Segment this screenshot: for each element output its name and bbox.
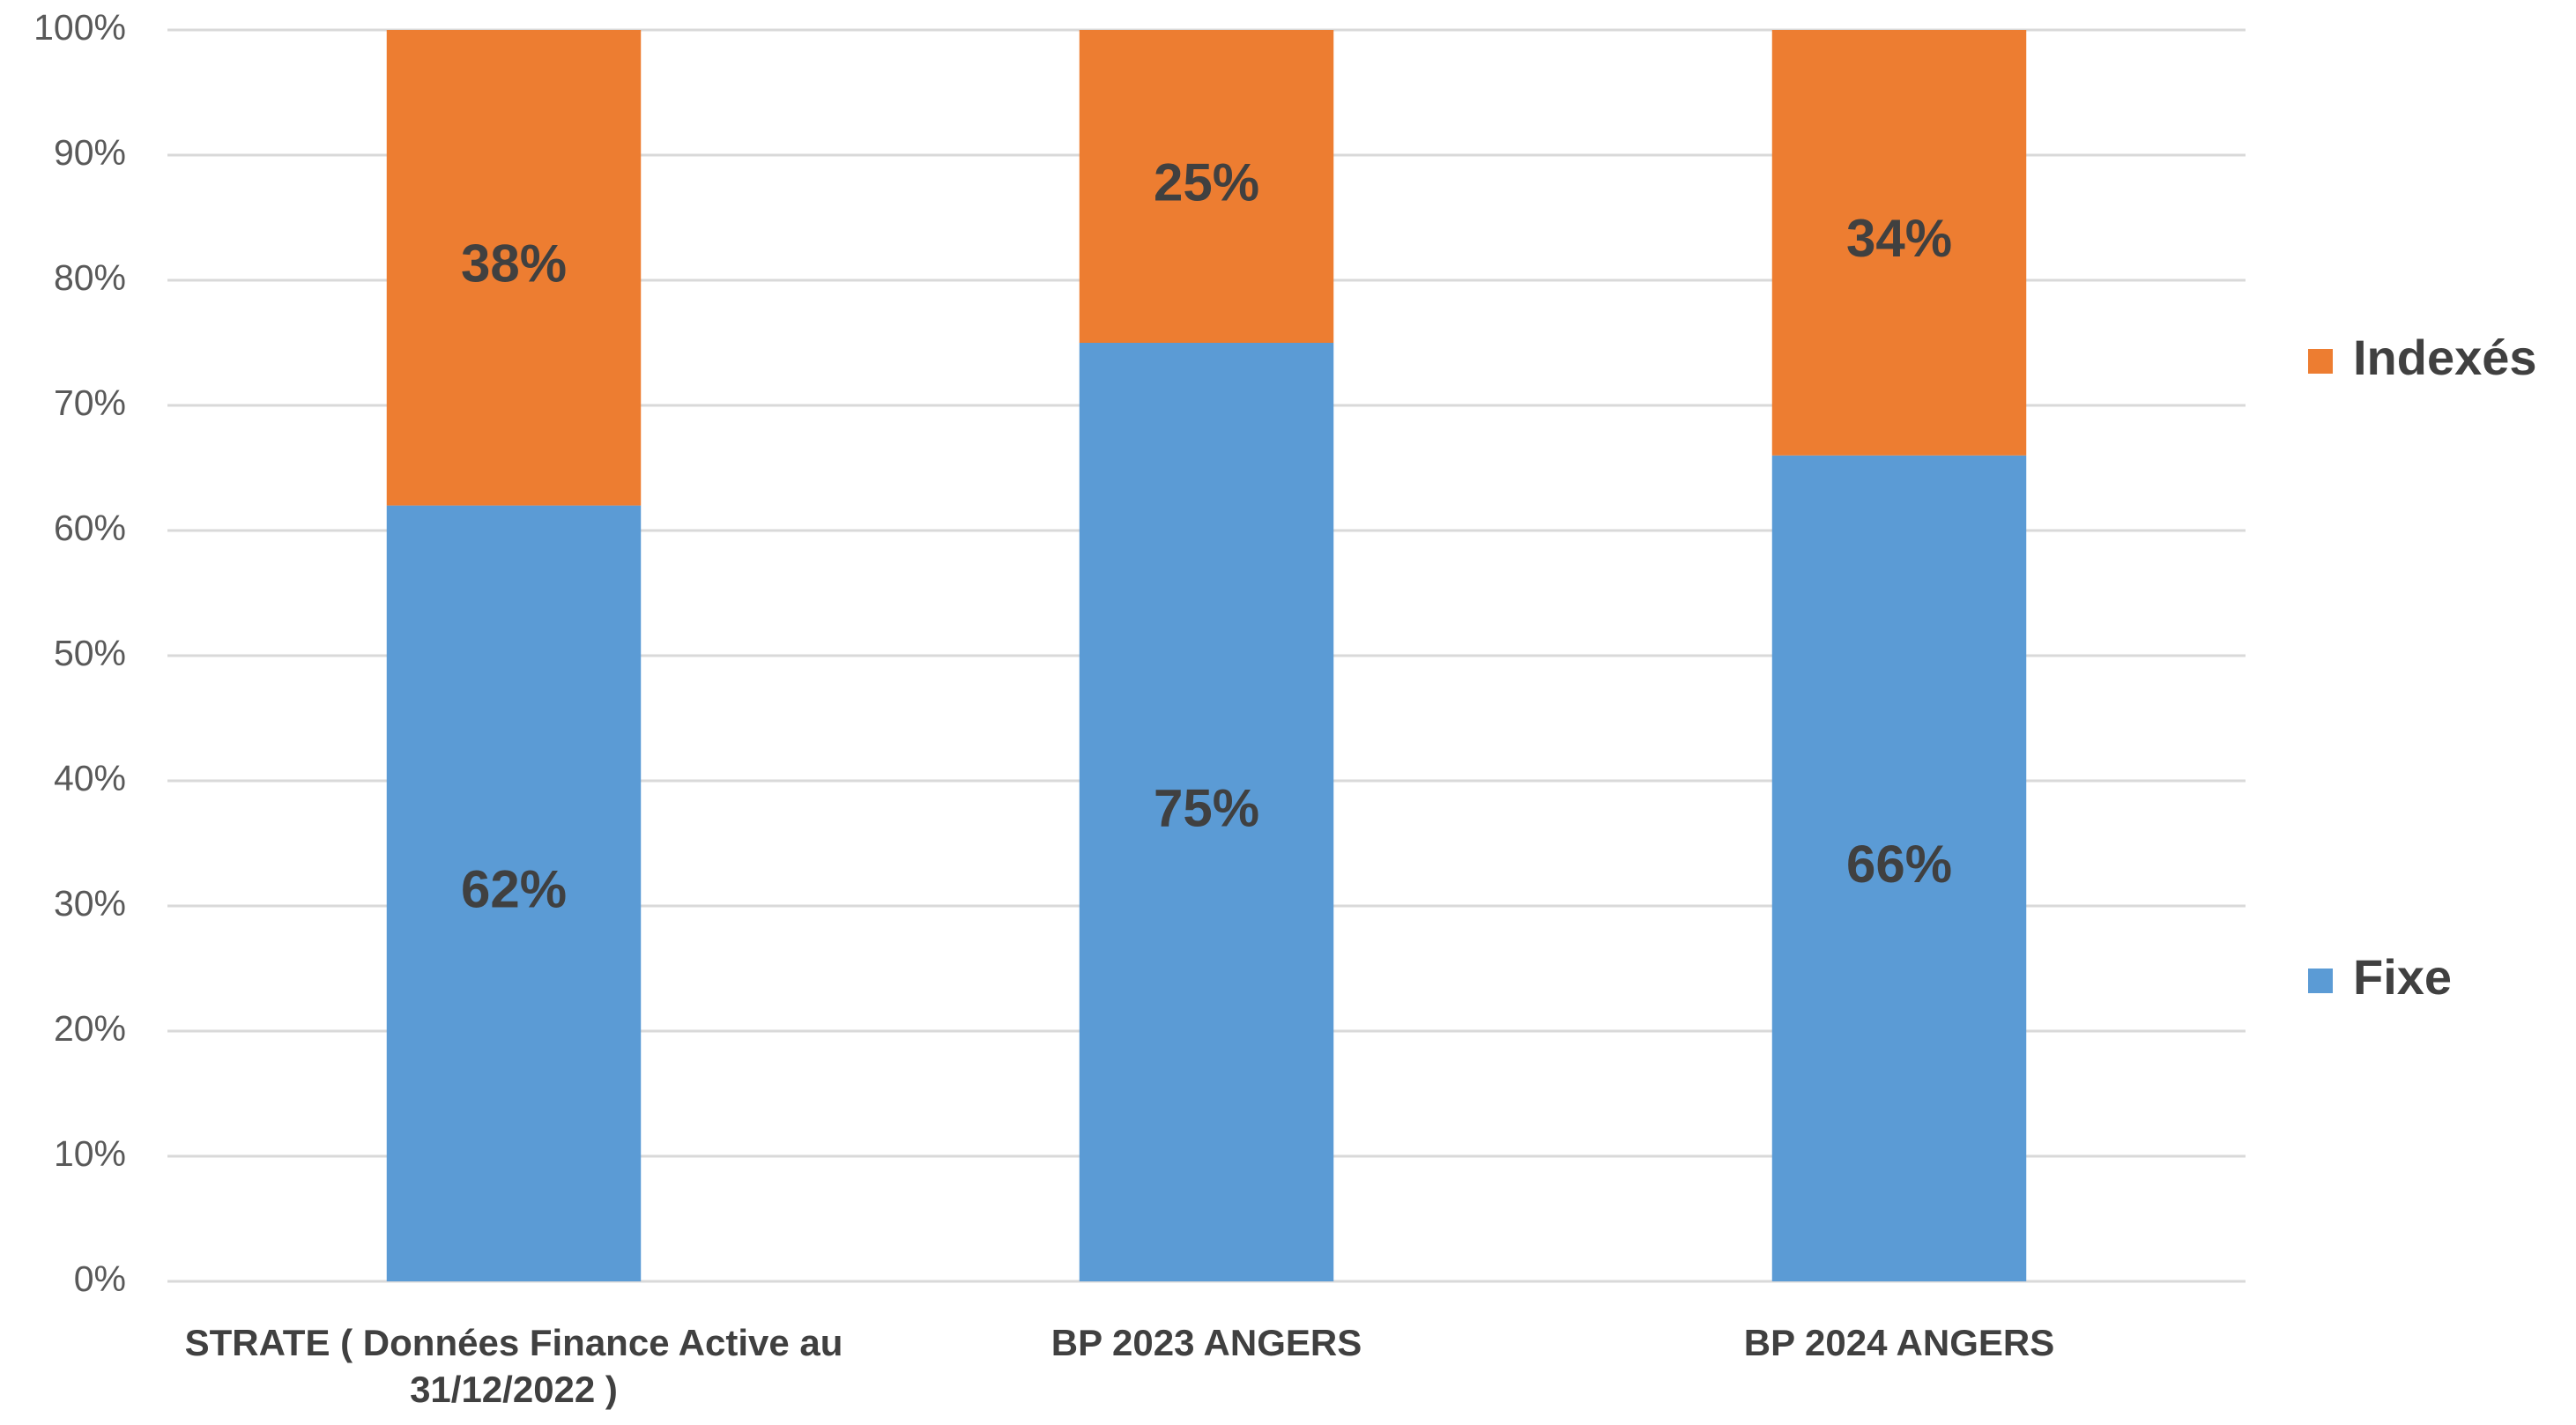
y-tick-label: 50% xyxy=(54,633,126,673)
y-tick-label: 60% xyxy=(54,508,126,548)
y-tick-label: 20% xyxy=(54,1008,126,1049)
data-label: 62% xyxy=(461,860,567,919)
y-tick-label: 80% xyxy=(54,257,126,298)
legend-label: Indexés xyxy=(2353,330,2537,385)
data-label: 38% xyxy=(461,234,567,293)
legend-swatch xyxy=(2308,349,2333,374)
bar-segment xyxy=(386,30,642,506)
bar-segment xyxy=(386,505,642,1281)
bar-segment xyxy=(1771,30,2027,456)
data-label: 75% xyxy=(1154,778,1259,837)
bar-segment xyxy=(1771,455,2027,1281)
y-tick-label: 90% xyxy=(54,132,126,173)
bar-segment xyxy=(1079,30,1334,343)
x-tick-label: BP 2024 ANGERS xyxy=(1743,1322,2055,1363)
y-tick-label: 100% xyxy=(33,7,126,48)
data-label: 34% xyxy=(1846,209,1952,268)
data-label: 66% xyxy=(1846,835,1952,894)
legend-label: Fixe xyxy=(2353,949,2452,1005)
y-tick-label: 0% xyxy=(74,1258,126,1299)
bar-segment xyxy=(1079,343,1334,1281)
y-tick-label: 40% xyxy=(54,758,126,798)
y-tick-label: 70% xyxy=(54,382,126,423)
x-tick-label: STRATE ( Données Finance Active au 31/12… xyxy=(184,1322,843,1410)
y-tick-label: 10% xyxy=(54,1133,126,1174)
x-tick-label: BP 2023 ANGERS xyxy=(1050,1322,1362,1363)
y-tick-label: 30% xyxy=(54,883,126,924)
data-label: 25% xyxy=(1154,152,1259,212)
legend-swatch xyxy=(2308,969,2333,993)
